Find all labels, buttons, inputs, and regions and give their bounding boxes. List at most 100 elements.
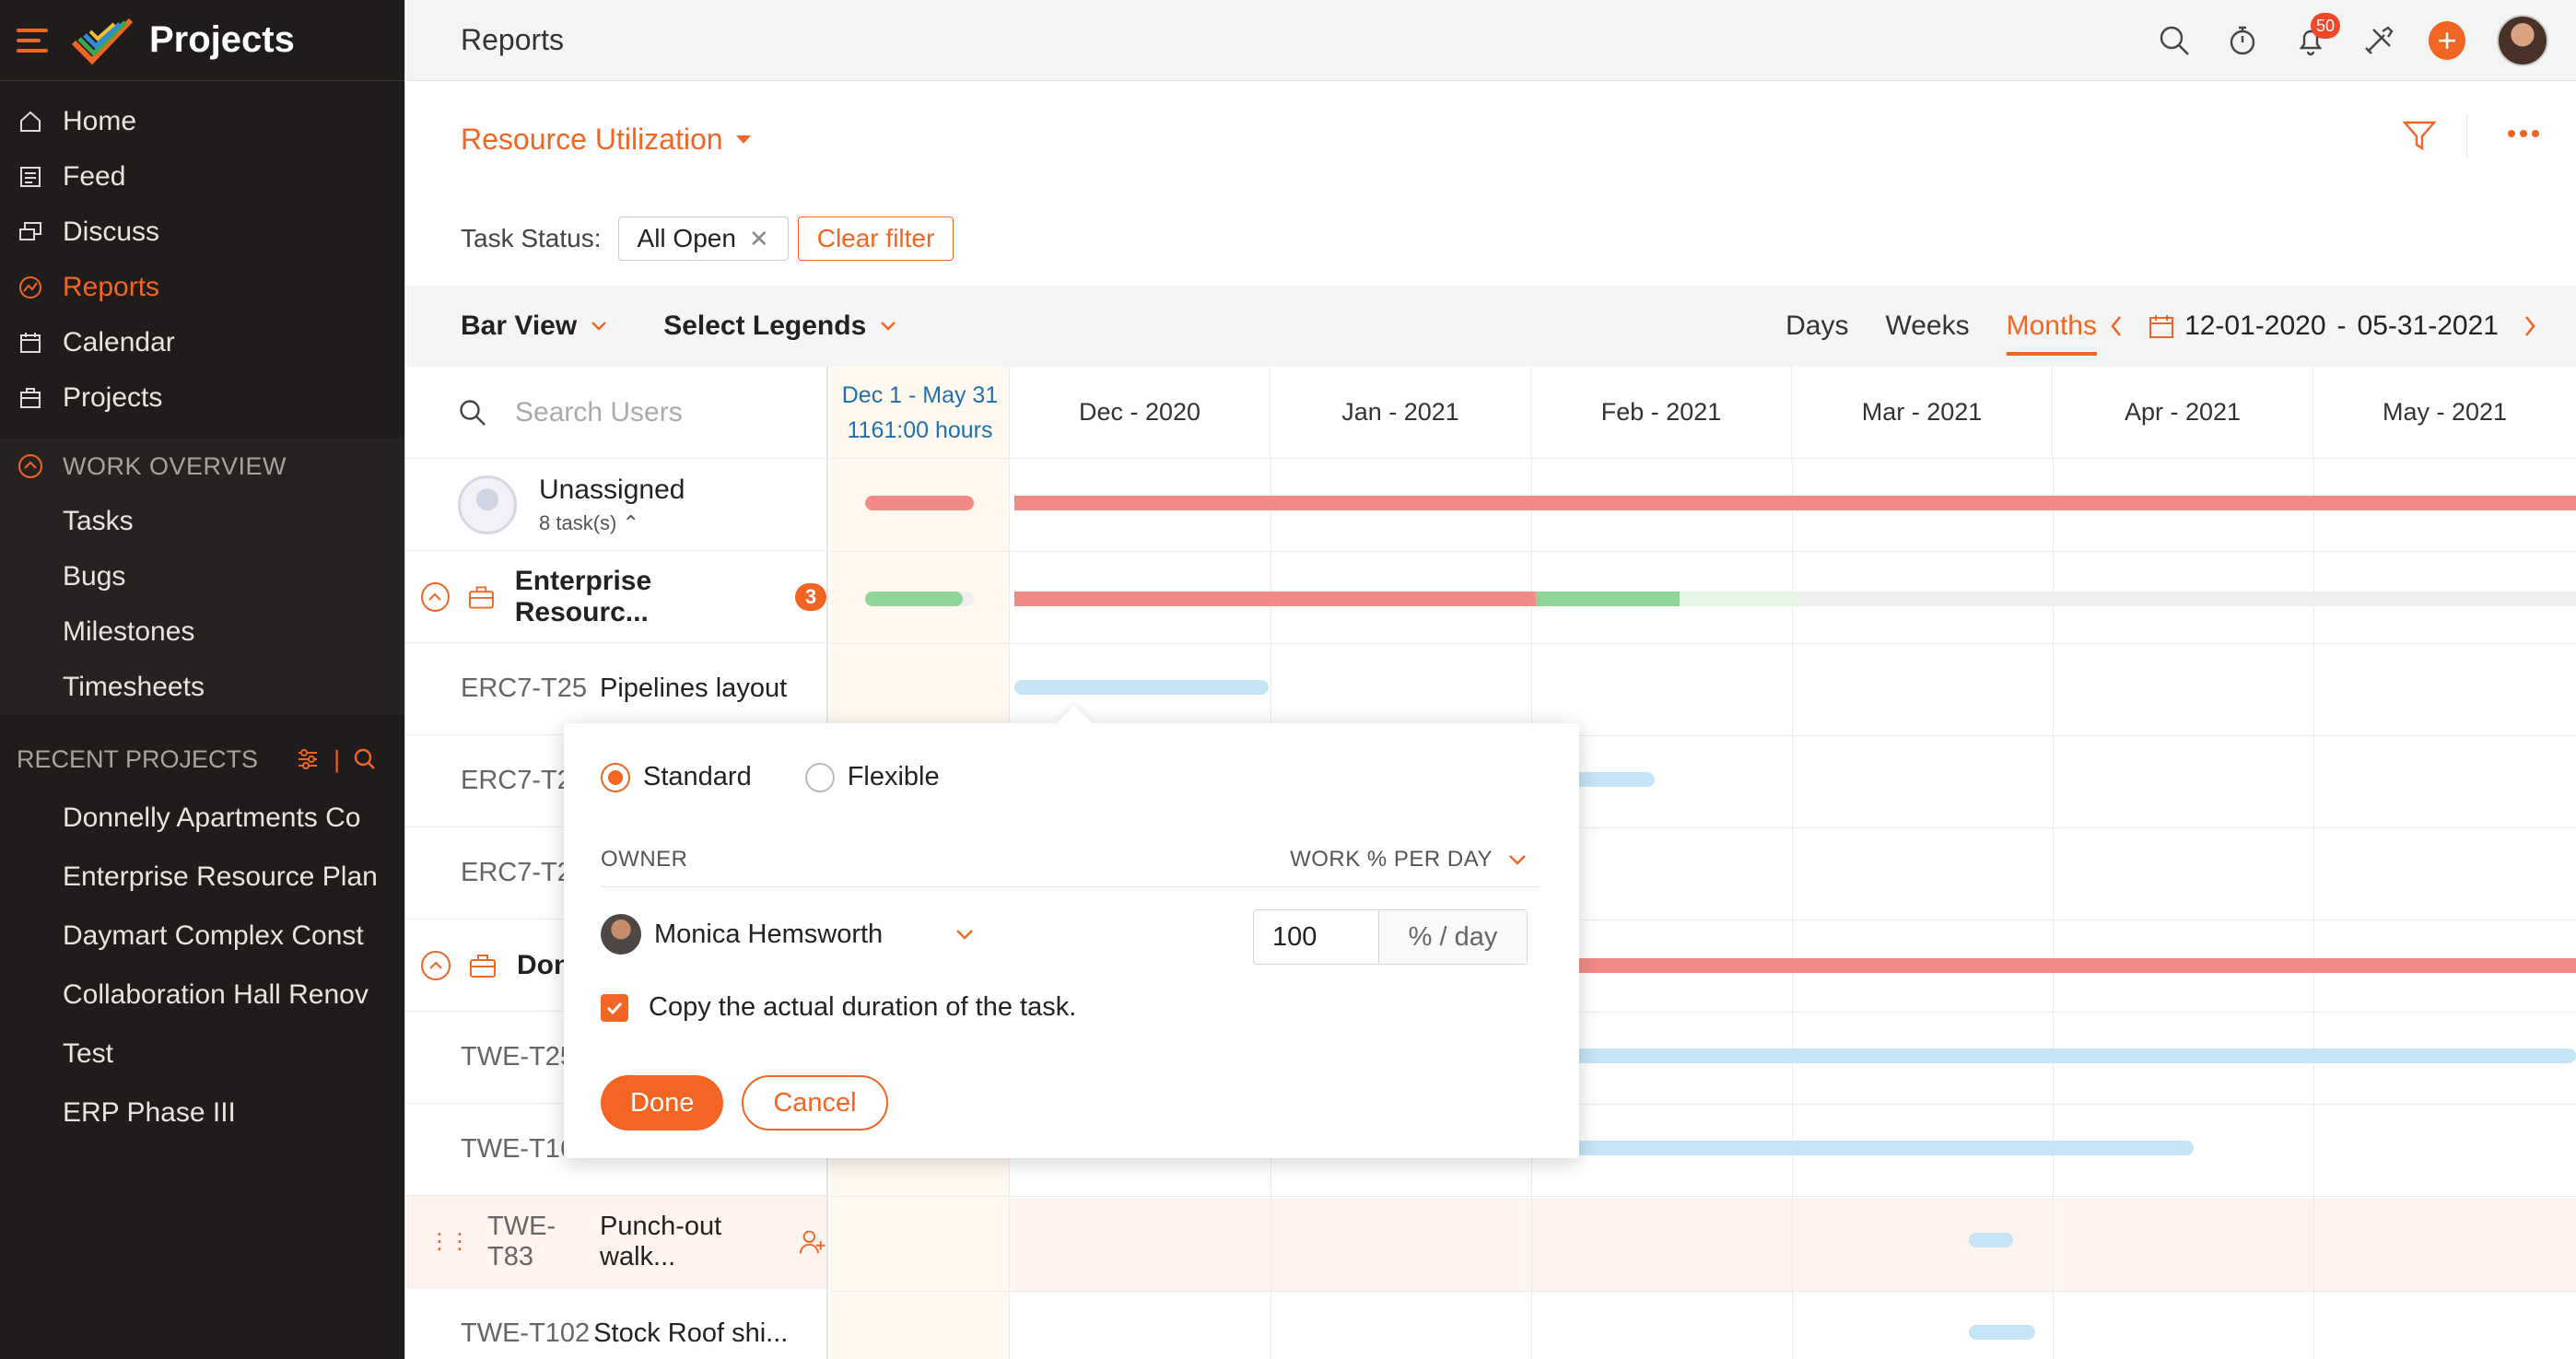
chevron-right-icon[interactable] — [2521, 313, 2539, 339]
nav-reports-label: Reports — [63, 272, 160, 302]
row-line — [830, 551, 2576, 552]
task-status-label: Task Status: — [461, 224, 602, 252]
project-task-badge: 3 — [794, 582, 826, 611]
recent-project-item[interactable]: ERP Phase III — [63, 1097, 236, 1128]
collapse-icon[interactable] — [421, 581, 450, 612]
nav-tasks[interactable]: Tasks — [63, 506, 134, 536]
radio-flexible-label[interactable]: Flexible — [847, 762, 940, 791]
utilization-bar[interactable] — [1014, 496, 2576, 510]
radio-standard[interactable] — [601, 762, 630, 792]
task-bar[interactable] — [1549, 1049, 2576, 1063]
date-separator: - — [2336, 310, 2347, 341]
more-options-icon[interactable] — [2508, 130, 2539, 137]
legends-dropdown[interactable]: Select Legends — [663, 310, 897, 342]
recent-project-item[interactable]: Daymart Complex Const — [63, 920, 364, 951]
project-row[interactable]: Enterprise Resourc... 3 — [406, 551, 826, 643]
plus-icon: + — [2429, 21, 2465, 60]
cancel-button[interactable]: Cancel — [742, 1075, 888, 1131]
tools-icon[interactable] — [2360, 22, 2397, 59]
filter-chip[interactable]: All Open ✕ — [617, 217, 789, 261]
task-bar[interactable] — [1014, 680, 1269, 695]
done-button[interactable]: Done — [601, 1075, 724, 1131]
search-projects-icon[interactable] — [353, 747, 377, 771]
unassigned-task-count[interactable]: 8 task(s) ⌃ — [539, 511, 685, 535]
task-row[interactable]: ERC7-T25 Pipelines layout — [406, 643, 826, 735]
utilization-bar — [1680, 592, 1799, 606]
unassigned-row[interactable]: Unassigned 8 task(s) ⌃ — [406, 459, 826, 551]
nav-projects[interactable]: Projects — [0, 370, 404, 426]
calendar-icon[interactable] — [2148, 312, 2175, 340]
date-range-nav: 12-01-2020 - 05-31-2021 — [2107, 286, 2539, 367]
search-icon[interactable] — [2156, 22, 2193, 59]
owner-name[interactable]: Monica Hemsworth — [654, 919, 884, 949]
task-id: TWE-T83 — [487, 1211, 556, 1271]
nav-reports[interactable]: Reports — [0, 260, 404, 315]
user-search[interactable]: Search Users — [406, 367, 826, 459]
recent-project-item[interactable]: Test — [63, 1038, 114, 1069]
allocation-table-header: OWNER WORK % PER DAY — [601, 832, 1540, 887]
filter-settings-icon[interactable] — [295, 746, 321, 772]
view-dropdown[interactable]: Bar View — [461, 310, 608, 342]
task-bar[interactable] — [1969, 1325, 2035, 1340]
nav-bugs[interactable]: Bugs — [63, 561, 126, 592]
owner-dropdown-chevron-icon[interactable] — [954, 928, 975, 941]
utilization-bar[interactable] — [865, 592, 963, 606]
task-bar[interactable] — [1969, 1233, 2013, 1248]
remove-filter-icon[interactable]: ✕ — [748, 224, 769, 252]
nav-discuss[interactable]: Discuss — [0, 205, 404, 260]
notification-bell-icon[interactable]: 50 — [2292, 13, 2340, 59]
filter-icon[interactable] — [2401, 117, 2438, 158]
report-header: Resource Utilization Task Status: All Op… — [406, 82, 2576, 285]
hamburger-menu-icon[interactable] — [17, 28, 48, 53]
chevron-left-icon[interactable] — [2107, 313, 2125, 339]
utilization-grid: Search Users Unassigned 8 task(s) ⌃ Ente… — [406, 367, 2576, 1359]
nav-feed[interactable]: Feed — [0, 149, 404, 205]
drag-handle-icon[interactable]: ⋮⋮ — [428, 1229, 471, 1254]
grid-line — [1792, 459, 1793, 1359]
brand: Projects — [0, 0, 404, 81]
highlight-row-band — [830, 1199, 2576, 1291]
tab-weeks[interactable]: Weeks — [1885, 310, 1970, 341]
task-bar[interactable] — [1549, 1141, 2194, 1155]
recent-project-item[interactable]: Enterprise Resource Plan — [63, 861, 378, 892]
nav-home[interactable]: Home — [0, 94, 404, 149]
work-percent-input[interactable]: 100 — [1254, 910, 1379, 964]
discuss-icon — [17, 218, 44, 246]
nav-milestones[interactable]: Milestones — [63, 616, 195, 647]
assign-user-icon[interactable] — [799, 1228, 826, 1256]
work-overview-header[interactable]: WORK OVERVIEW — [0, 439, 404, 494]
work-per-day-dropdown[interactable]: WORK % PER DAY — [1290, 847, 1540, 873]
tab-days[interactable]: Days — [1786, 310, 1849, 341]
clear-filter-button[interactable]: Clear filter — [797, 217, 954, 261]
recent-project-item[interactable]: Collaboration Hall Renov — [63, 979, 369, 1010]
quick-add-button[interactable]: + — [2429, 21, 2465, 60]
search-users-input[interactable]: Search Users — [515, 396, 683, 428]
date-from[interactable]: 12-01-2020 — [2184, 310, 2326, 341]
copy-duration-option[interactable]: Copy the actual duration of the task. — [601, 992, 1076, 1023]
nav-timesheets[interactable]: Timesheets — [63, 672, 205, 702]
tab-months[interactable]: Months — [2006, 286, 2098, 367]
grid-line — [2053, 459, 2054, 1359]
row-line — [830, 1012, 2576, 1013]
collapse-icon[interactable] — [421, 950, 451, 980]
task-name: Pipelines layout — [600, 674, 788, 703]
report-toolbar: Bar View Select Legends Days Weeks Month… — [406, 286, 2576, 367]
nav-calendar[interactable]: Calendar — [0, 315, 404, 370]
timer-icon[interactable] — [2224, 22, 2261, 59]
utilization-bar[interactable] — [1014, 592, 1536, 606]
recent-project-item[interactable]: Donnelly Apartments Co — [63, 803, 361, 833]
sidebar: Projects Home Feed Discuss Reports Calen… — [0, 0, 405, 1359]
copy-duration-checkbox[interactable] — [601, 993, 628, 1022]
date-to[interactable]: 05-31-2021 — [2357, 310, 2499, 341]
radio-flexible[interactable] — [804, 762, 835, 792]
utilization-bar[interactable] — [1549, 958, 2576, 973]
task-row[interactable]: ⋮⋮ TWE-T83 Punch-out walk... — [406, 1196, 826, 1288]
radio-standard-label[interactable]: Standard — [643, 762, 752, 791]
utilization-bar[interactable] — [865, 496, 974, 510]
task-row[interactable]: TWE-T102 Stock Roof shi... — [406, 1288, 826, 1359]
nav-calendar-label: Calendar — [63, 327, 175, 357]
report-type-dropdown[interactable]: Resource Utilization — [461, 123, 751, 157]
allocation-type: Standard Flexible — [601, 762, 940, 792]
user-avatar[interactable] — [2497, 15, 2548, 66]
utilization-bar[interactable] — [1536, 592, 1680, 606]
